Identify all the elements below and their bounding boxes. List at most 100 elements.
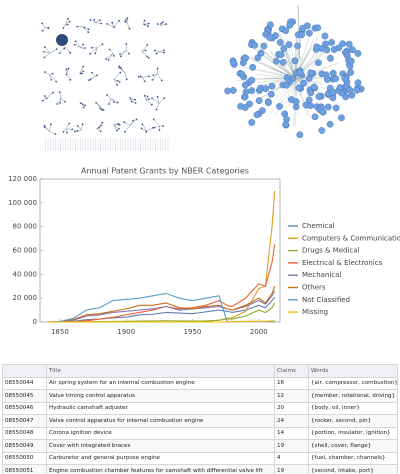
graph-node bbox=[321, 32, 329, 40]
graph-edge bbox=[49, 74, 57, 82]
graph-node bbox=[280, 45, 288, 52]
graph-node bbox=[84, 47, 86, 49]
graph-node bbox=[143, 19, 146, 22]
graph-node bbox=[116, 83, 118, 86]
graph-node bbox=[239, 59, 247, 67]
table-row: 08550048 Corona ignition device 14 {portion… bbox=[2, 426, 398, 440]
series-line bbox=[46, 320, 275, 323]
graph-node bbox=[90, 71, 93, 74]
graph-node bbox=[151, 97, 153, 100]
graph-node bbox=[336, 84, 344, 91]
graph-node bbox=[118, 65, 121, 68]
graph-node bbox=[126, 17, 129, 19]
graph-edge bbox=[66, 73, 71, 80]
graph-node bbox=[326, 120, 334, 128]
table-cell: {shell, cover, flange} bbox=[308, 439, 398, 453]
graph-node bbox=[101, 43, 104, 46]
graph-node bbox=[65, 68, 68, 71]
graph-node bbox=[119, 55, 122, 58]
graph-node bbox=[62, 27, 65, 29]
graph-node bbox=[279, 58, 287, 66]
graph-node bbox=[155, 108, 158, 111]
graph-node bbox=[296, 69, 304, 76]
graph-node bbox=[268, 82, 276, 90]
table-row: 08550050 Carburetor and general purpose e… bbox=[2, 451, 398, 465]
graph-edge bbox=[96, 43, 103, 49]
graph-node bbox=[152, 74, 155, 77]
graph-node bbox=[354, 50, 362, 57]
graph-node bbox=[318, 127, 326, 134]
graph-node bbox=[150, 103, 153, 106]
table-cell: 08550049 bbox=[2, 439, 47, 453]
graph-edge bbox=[48, 124, 52, 132]
graph-node bbox=[298, 31, 305, 39]
graph-node bbox=[55, 80, 58, 83]
graph-edge bbox=[59, 92, 62, 99]
table-cell: {member, rotational, driving} bbox=[308, 389, 398, 403]
graph-edge bbox=[113, 20, 120, 28]
graph-node bbox=[76, 130, 79, 132]
graph-edge bbox=[278, 28, 296, 79]
graph-node bbox=[324, 103, 332, 111]
graph-node bbox=[341, 75, 349, 82]
table-cell: {second, intake, port} bbox=[308, 464, 398, 474]
graph-node bbox=[90, 46, 93, 49]
table-cell: 19 bbox=[274, 464, 309, 474]
graph-node bbox=[125, 78, 128, 81]
graph-node bbox=[69, 78, 72, 81]
graph-node bbox=[255, 97, 263, 104]
graph-node bbox=[299, 24, 307, 32]
graph-node bbox=[251, 41, 259, 49]
graph-node bbox=[123, 121, 126, 124]
graph-edge bbox=[157, 73, 162, 81]
graph-edge bbox=[82, 26, 89, 33]
graph-node bbox=[128, 52, 130, 55]
graph-node bbox=[62, 130, 65, 133]
y-tick-label: 20 000 bbox=[13, 294, 38, 302]
graph-node bbox=[99, 130, 102, 133]
x-tick-label: 1850 bbox=[51, 328, 69, 336]
graph-edge bbox=[64, 21, 70, 26]
graph-node bbox=[147, 56, 150, 59]
graph-node bbox=[116, 101, 119, 104]
header-cell bbox=[2, 364, 47, 378]
graph-edge bbox=[107, 23, 114, 28]
legend-label: Chemical bbox=[302, 222, 335, 230]
table-cell: 19 bbox=[274, 439, 309, 453]
graph-edge bbox=[113, 72, 121, 80]
graph-node bbox=[106, 94, 108, 96]
graph-edge bbox=[294, 77, 311, 118]
chart-title: Annual Patent Grants by NBER Categories bbox=[81, 167, 249, 176]
graph-node bbox=[315, 59, 322, 67]
table-cell: Engine combustion chamber features for c… bbox=[46, 464, 275, 474]
graph-node bbox=[291, 57, 299, 65]
table-cell: 20 bbox=[274, 401, 309, 415]
graph-edge bbox=[151, 98, 160, 104]
graph-edge bbox=[142, 76, 150, 78]
graph-node bbox=[249, 63, 257, 71]
graph-node bbox=[125, 43, 128, 45]
graph-edge bbox=[111, 98, 118, 103]
table-cell: 08550048 bbox=[2, 426, 47, 440]
graph-node bbox=[82, 106, 85, 109]
graph-node bbox=[140, 127, 143, 130]
graph-edge bbox=[75, 41, 82, 49]
graph-node bbox=[147, 25, 149, 28]
graph-node bbox=[311, 113, 319, 121]
graph-node bbox=[87, 31, 90, 34]
table-cell: Valve timing control apparatus bbox=[46, 389, 275, 403]
table-cell: Hydraulic camshaft adjuster bbox=[46, 401, 275, 415]
graph-node bbox=[257, 49, 265, 57]
series-line bbox=[46, 286, 276, 323]
graph-node bbox=[41, 22, 43, 25]
graph-node bbox=[160, 22, 163, 25]
table-cell: 14 bbox=[274, 426, 309, 440]
table-cell: Valve control apparatus for internal com… bbox=[46, 414, 275, 428]
graph-node bbox=[277, 51, 285, 59]
graph-node bbox=[329, 88, 337, 96]
graph-node bbox=[152, 118, 155, 121]
table-cell: {air, compressor, combustion} bbox=[308, 376, 398, 390]
graph-edge bbox=[158, 51, 164, 53]
graph-node bbox=[300, 79, 307, 87]
graph-node bbox=[69, 51, 72, 54]
